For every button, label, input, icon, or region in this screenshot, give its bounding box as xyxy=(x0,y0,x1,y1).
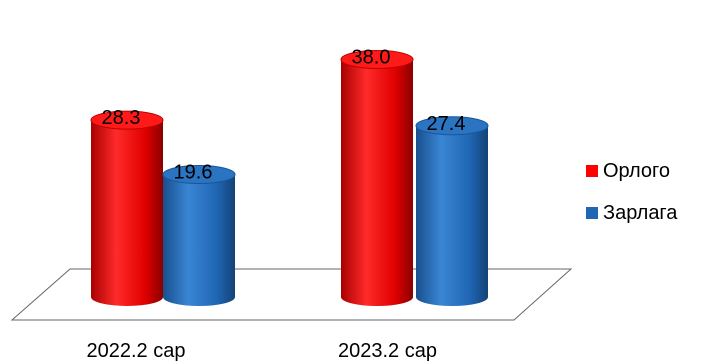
bar-top-income-2 xyxy=(340,50,414,69)
legend-item-income: Орлого xyxy=(586,156,677,186)
bar-top-expense-2 xyxy=(415,116,489,136)
legend: Орлого Зарлага xyxy=(586,156,677,240)
data-label-income-1: 28.3 xyxy=(102,107,141,129)
bar-body-income-2 xyxy=(341,59,413,306)
bar-expense-1 xyxy=(162,165,236,306)
x-tick-label-2: 2023.2 сар xyxy=(338,340,437,362)
labels-layer: 28.3 19.6 2022.2 сар 38.0 27.4 2023.2 сар xyxy=(87,47,466,362)
data-label-income-2: 38.0 xyxy=(352,47,391,69)
legend-label-expense: Зарлага xyxy=(603,201,678,224)
bar-income-2 xyxy=(340,50,414,306)
bar-top-income-1 xyxy=(90,110,164,130)
legend-swatch-expense xyxy=(586,207,598,219)
bar-top-expense-1 xyxy=(162,165,236,184)
legend-label-income: Орлого xyxy=(603,159,670,182)
bar-body-expense-1 xyxy=(163,174,235,306)
data-label-expense-2: 27.4 xyxy=(427,113,466,135)
bars-layer xyxy=(90,50,489,306)
legend-item-expense: Зарлага xyxy=(586,198,677,228)
chart-floor xyxy=(10,268,573,321)
data-label-expense-1: 19.6 xyxy=(174,162,213,184)
bar-body-expense-2 xyxy=(416,125,488,306)
bar-expense-2 xyxy=(415,116,489,306)
bar-income-1 xyxy=(90,110,164,306)
bar-body-income-1 xyxy=(91,120,163,306)
legend-swatch-income xyxy=(586,165,598,177)
x-tick-label-1: 2022.2 сар xyxy=(87,340,186,362)
